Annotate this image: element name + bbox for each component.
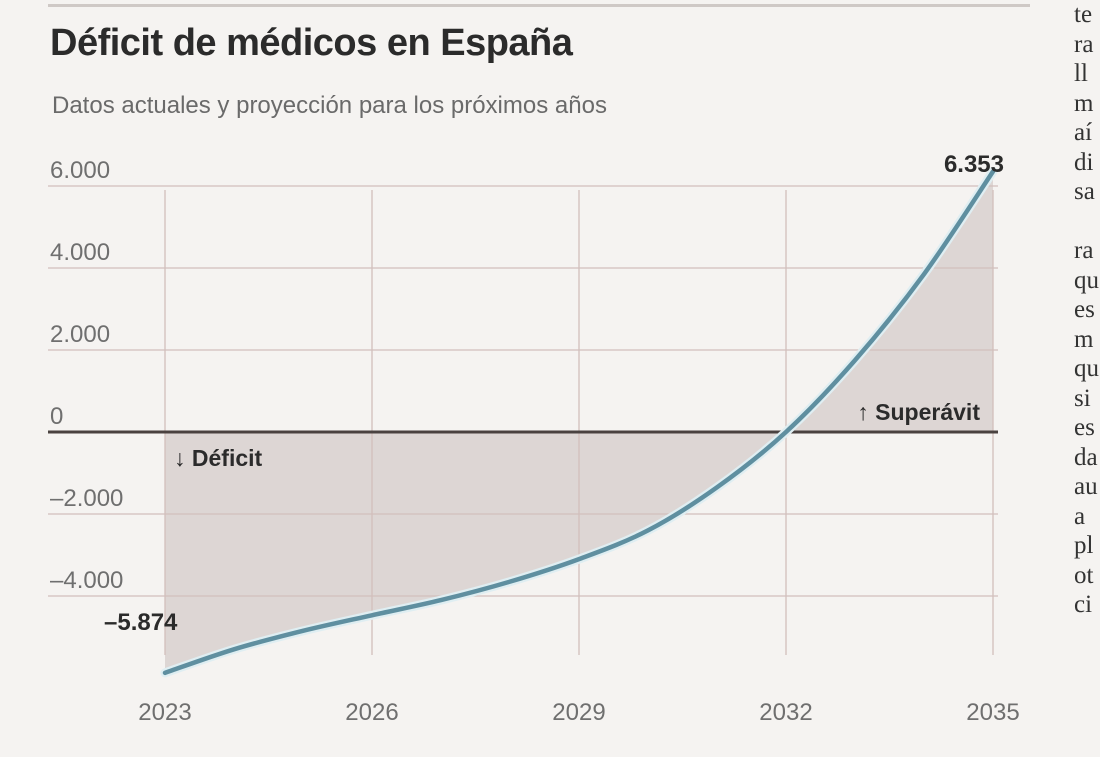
data-point xyxy=(991,170,995,174)
column-line: a xyxy=(1074,502,1086,530)
column-line: ot xyxy=(1074,561,1094,589)
column-line: sa xyxy=(1074,178,1095,205)
column-line: qu xyxy=(1074,266,1099,294)
data-point xyxy=(922,272,926,276)
data-point xyxy=(853,358,857,362)
column-line: di xyxy=(1074,148,1094,176)
data-point xyxy=(163,671,167,675)
data-point xyxy=(577,557,581,561)
column-line: ra xyxy=(1074,30,1094,58)
column-line: au xyxy=(1074,473,1098,500)
y-tick-label: 2.000 xyxy=(50,321,110,348)
x-tick-label: 2029 xyxy=(552,699,605,726)
column-line: pl xyxy=(1074,532,1094,559)
column-line: aí xyxy=(1074,119,1093,146)
x-tick-label: 2032 xyxy=(759,699,812,726)
start-value-label: –5.874 xyxy=(104,609,178,636)
column-line: qu xyxy=(1074,355,1099,382)
data-point xyxy=(301,629,305,633)
x-tick-label: 2023 xyxy=(138,699,191,726)
surplus-label: ↑ Superávit xyxy=(857,399,980,425)
top-rule xyxy=(48,4,1030,7)
y-tick-label: –2.000 xyxy=(50,485,123,512)
end-value-label: 6.353 xyxy=(944,151,1004,178)
y-tick-label: 6.000 xyxy=(50,157,110,184)
x-tick-label: 2026 xyxy=(345,699,398,726)
data-point xyxy=(646,528,650,532)
data-point xyxy=(715,485,719,489)
x-tick-label: 2035 xyxy=(966,699,1019,726)
chart-title: Déficit de médicos en España xyxy=(50,22,573,64)
column-line: es xyxy=(1074,414,1095,441)
data-point xyxy=(439,598,443,602)
deficit-label: ↓ Déficit xyxy=(174,445,263,471)
column-line: te xyxy=(1074,1,1093,28)
y-tick-label: –4.000 xyxy=(50,567,123,594)
column-line: ci xyxy=(1074,591,1093,618)
column-line: da xyxy=(1074,443,1098,471)
data-point xyxy=(784,430,788,434)
column-line: m xyxy=(1074,325,1094,353)
article-column-text: te ra ll m aí di sa ra qu es m qu si es da au a pl ot ci xyxy=(1074,0,1100,757)
column-line: si xyxy=(1074,384,1091,412)
column-line: es xyxy=(1074,296,1095,323)
data-point xyxy=(232,647,236,651)
column-line: m xyxy=(1074,89,1094,117)
column-line xyxy=(1074,207,1100,237)
data-point xyxy=(508,580,512,584)
data-point xyxy=(370,613,374,617)
series-line xyxy=(162,169,996,676)
y-tick-label: 4.000 xyxy=(50,239,110,266)
column-line: ll xyxy=(1074,60,1088,87)
chart: 6.000 4.000 2.000 0 –2.000 –4.000 2023 2026 2029… xyxy=(48,151,1020,726)
chart-subtitle: Datos actuales y proyección para los pró… xyxy=(52,92,607,119)
column-line: ra xyxy=(1074,237,1094,264)
y-tick-label: 0 xyxy=(50,403,63,430)
